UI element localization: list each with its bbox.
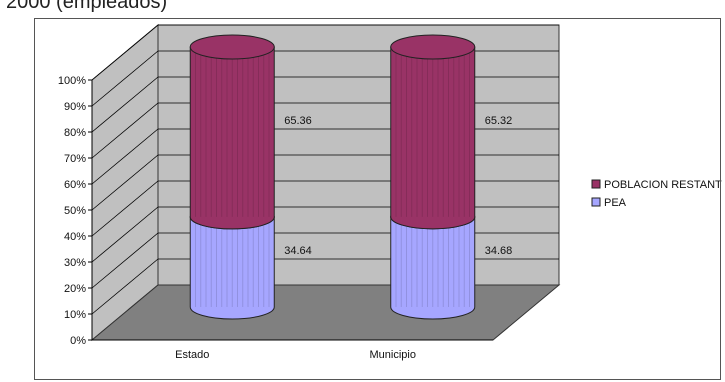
y-tick-label: 20%	[64, 283, 86, 295]
legend-label: PEA	[604, 197, 627, 209]
data-label: 65.32	[485, 115, 513, 127]
bar-segment	[390, 216, 476, 320]
category-label: Estado	[175, 349, 209, 361]
data-label: 34.68	[485, 245, 513, 257]
bar-segment-top	[189, 34, 275, 60]
bar-segment-top	[390, 34, 476, 60]
y-tick-label: 0%	[70, 335, 86, 347]
data-labels: 34.64 65.36 34.68 65.32	[284, 115, 512, 257]
chart-floor	[90, 284, 561, 341]
gridline-side	[91, 258, 159, 315]
data-label: 65.36	[284, 115, 312, 127]
y-tick-label: 30%	[64, 257, 86, 269]
chart-walls	[90, 23, 561, 342]
gridline-side	[91, 76, 159, 133]
gridline-side	[91, 206, 159, 263]
y-tick-label: 80%	[64, 127, 86, 139]
gridline-side	[91, 102, 159, 159]
gridline-side	[91, 50, 159, 107]
legend: POBLACION RESTANT PEA	[591, 179, 722, 209]
y-tick-label: 50%	[64, 205, 86, 217]
y-axis: 0% 10% 20% 30% 40% 50% 60% 70% 80% 90% 100%	[58, 75, 493, 347]
gridline-side	[91, 24, 159, 81]
gridline-side	[91, 232, 159, 289]
y-tick-label: 10%	[64, 309, 86, 321]
gridline-side	[91, 180, 159, 237]
y-tick-label: 100%	[58, 75, 86, 87]
x-axis: Estado Municipio	[175, 349, 416, 361]
y-tick-label: 90%	[64, 101, 86, 113]
gridline-side	[91, 128, 159, 185]
legend-swatch	[591, 197, 601, 207]
legend-swatch	[591, 179, 601, 189]
bar-segment	[390, 46, 476, 230]
category-label: Municipio	[370, 349, 416, 361]
bar-segment	[189, 46, 275, 230]
legend-label: POBLACION RESTANT	[604, 179, 722, 191]
bars	[189, 34, 476, 320]
y-tick-label: 60%	[64, 179, 86, 191]
bar-segment	[189, 216, 275, 320]
gridline-side	[91, 154, 159, 211]
y-tick-label: 70%	[64, 153, 86, 165]
y-tick-label: 40%	[64, 231, 86, 243]
chart-heading: 2000 (empleados)	[6, 0, 168, 13]
data-label: 34.64	[284, 245, 312, 257]
